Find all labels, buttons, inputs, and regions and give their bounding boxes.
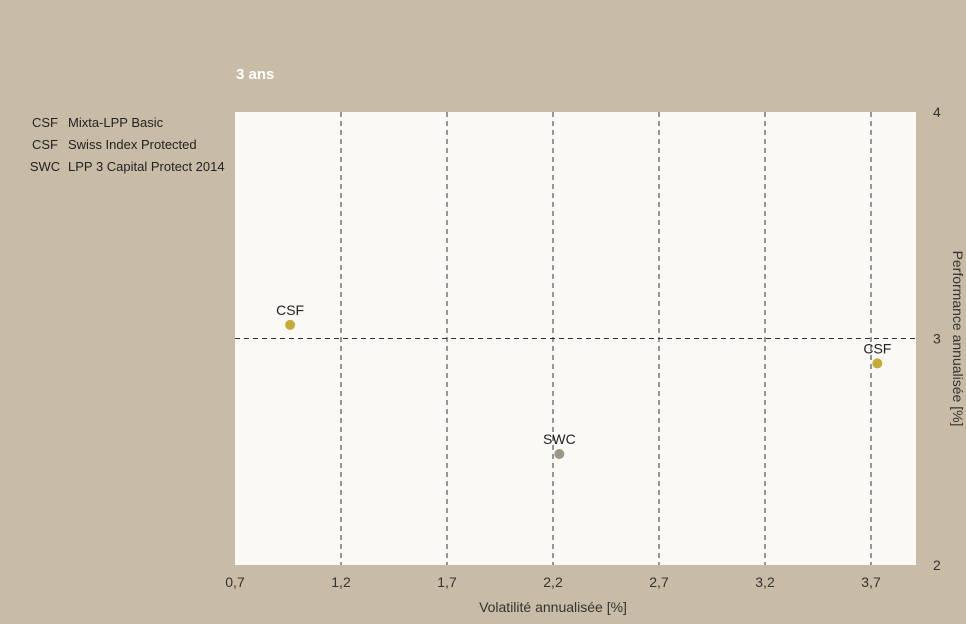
legend-item: CSF Swiss Index Protected xyxy=(22,134,225,156)
x-tick-label: 3,7 xyxy=(861,574,881,590)
x-tick-label: 0,7 xyxy=(225,574,245,590)
data-point xyxy=(872,358,883,369)
chart-title: 3 ans xyxy=(236,66,275,83)
x-tick-label: 3,2 xyxy=(755,574,775,590)
x-tick-labels: 0,7 1,2 1,7 2,2 2,7 3,2 3,7 xyxy=(225,574,881,590)
legend-code: SWC xyxy=(29,159,61,174)
legend-item: CSF Mixta-LPP Basic xyxy=(22,112,225,134)
data-point-label: CSF xyxy=(276,302,304,318)
y-axis-label: Performance annualisée [%] xyxy=(950,251,966,427)
x-tick-label: 1,2 xyxy=(331,574,351,590)
grid-lines xyxy=(235,112,916,565)
x-axis-label: Volatilité annualisée [%] xyxy=(479,599,627,615)
y-tick-label: 2 xyxy=(933,557,941,573)
x-tick-label: 2,2 xyxy=(543,574,563,590)
legend-name: Mixta-LPP Basic xyxy=(68,115,164,130)
data-point xyxy=(285,319,296,330)
x-tick-label: 2,7 xyxy=(649,574,669,590)
data-point-label: SWC xyxy=(543,431,576,447)
legend: CSF Mixta-LPP Basic CSF Swiss Index Prot… xyxy=(22,112,225,178)
data-point-label: CSF xyxy=(863,340,891,356)
legend-name: Swiss Index Protected xyxy=(68,137,197,152)
legend-item: SWC LPP 3 Capital Protect 2014 xyxy=(22,156,225,178)
y-tick-labels: 2 3 4 xyxy=(933,104,941,573)
x-tick-label: 1,7 xyxy=(437,574,457,590)
legend-code: CSF xyxy=(32,137,58,152)
legend-code: CSF xyxy=(32,115,58,130)
y-tick-label: 4 xyxy=(933,104,941,120)
y-tick-label: 3 xyxy=(933,331,941,347)
legend-name: LPP 3 Capital Protect 2014 xyxy=(68,159,225,174)
data-points: CSF CSF SWC xyxy=(276,302,891,460)
data-point xyxy=(554,449,565,460)
